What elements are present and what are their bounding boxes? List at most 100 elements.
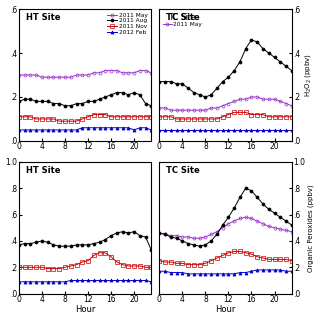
2012 Feb [115, 126, 119, 130]
2011 Nov [132, 115, 136, 119]
Text: HT Site: HT Site [26, 13, 60, 22]
2011 May [17, 73, 21, 77]
2011 Aug [144, 102, 148, 106]
2011 May [144, 69, 148, 73]
2011 Aug [28, 97, 32, 101]
2012 Feb [138, 126, 142, 130]
2011 May [86, 73, 90, 77]
2011 Nov [63, 119, 67, 123]
2011 May [103, 69, 107, 73]
2011 May [121, 71, 124, 75]
2011 Aug [52, 102, 55, 106]
2012 Feb [86, 126, 90, 130]
2012 Feb [75, 128, 78, 132]
2012 Feb [57, 128, 61, 132]
Text: HT Site: HT Site [26, 166, 60, 175]
2012 Feb [34, 128, 38, 132]
2011 Nov [126, 115, 130, 119]
2011 Aug [75, 102, 78, 106]
2012 Feb [132, 128, 136, 132]
2011 May [57, 75, 61, 79]
2011 Nov [92, 113, 96, 116]
2011 Aug [98, 97, 101, 101]
2012 Feb [80, 126, 84, 130]
2011 Aug [34, 100, 38, 103]
2011 Aug [115, 91, 119, 94]
2012 Feb [63, 128, 67, 132]
2011 Nov [46, 117, 50, 121]
2011 Aug [126, 93, 130, 97]
2011 Aug [23, 97, 27, 101]
2012 Feb [92, 126, 96, 130]
2012 Feb [52, 128, 55, 132]
2012 Feb [109, 126, 113, 130]
Line: 2012 Feb: 2012 Feb [17, 126, 153, 132]
2011 May [23, 73, 27, 77]
2011 Aug [103, 95, 107, 99]
2011 Aug [40, 100, 44, 103]
Line: 2011 Aug: 2011 Aug [17, 91, 153, 107]
2012 Feb [103, 126, 107, 130]
Text: TC Site: TC Site [166, 13, 200, 22]
2011 Aug [121, 91, 124, 94]
Line: 2011 Nov: 2011 Nov [17, 113, 153, 123]
2011 Aug [17, 100, 21, 103]
2012 Feb [98, 126, 101, 130]
2011 Nov [57, 119, 61, 123]
2011 Nov [23, 115, 27, 119]
2011 Aug [80, 102, 84, 106]
2011 Nov [109, 115, 113, 119]
Line: 2011 May: 2011 May [17, 69, 153, 79]
2011 Nov [34, 117, 38, 121]
2011 May [28, 73, 32, 77]
2011 May [52, 75, 55, 79]
2011 May [115, 69, 119, 73]
2012 Feb [126, 126, 130, 130]
2012 Feb [46, 128, 50, 132]
2011 Aug [92, 100, 96, 103]
2011 Aug [69, 104, 73, 108]
Text: TC Site: TC Site [166, 166, 200, 175]
2011 Nov [144, 115, 148, 119]
2011 May [46, 75, 50, 79]
X-axis label: Hour: Hour [75, 306, 95, 315]
Legend: 2011 May: 2011 May [162, 12, 203, 28]
Legend: 2011 May, 2011 Aug, 2011 Nov, 2012 Feb: 2011 May, 2011 Aug, 2011 Nov, 2012 Feb [106, 12, 148, 35]
2011 May [149, 71, 153, 75]
2011 Aug [63, 104, 67, 108]
2011 Aug [109, 93, 113, 97]
2011 Aug [46, 100, 50, 103]
2011 Nov [98, 113, 101, 116]
2011 Nov [28, 115, 32, 119]
2011 Nov [80, 117, 84, 121]
2011 Aug [86, 100, 90, 103]
2012 Feb [69, 128, 73, 132]
2011 Nov [86, 115, 90, 119]
2012 Feb [121, 126, 124, 130]
2011 May [40, 75, 44, 79]
2011 Nov [17, 115, 21, 119]
2011 May [109, 69, 113, 73]
Y-axis label: Organic Peroxides (ppbv): Organic Peroxides (ppbv) [308, 184, 315, 272]
2012 Feb [28, 128, 32, 132]
Y-axis label: $\mathrm{H_2O_2}$ (ppbv): $\mathrm{H_2O_2}$ (ppbv) [303, 53, 313, 97]
2011 Nov [75, 119, 78, 123]
2011 Nov [40, 117, 44, 121]
2012 Feb [17, 128, 21, 132]
2011 Nov [149, 115, 153, 119]
2011 Nov [115, 115, 119, 119]
2011 May [126, 71, 130, 75]
2012 Feb [144, 126, 148, 130]
2011 Nov [52, 117, 55, 121]
2012 Feb [40, 128, 44, 132]
2011 May [63, 75, 67, 79]
2011 May [75, 73, 78, 77]
2012 Feb [23, 128, 27, 132]
2011 Nov [69, 119, 73, 123]
X-axis label: Hour: Hour [215, 306, 236, 315]
2011 Nov [121, 115, 124, 119]
2011 May [92, 71, 96, 75]
2011 May [138, 69, 142, 73]
2011 Aug [132, 91, 136, 94]
2011 Aug [57, 102, 61, 106]
